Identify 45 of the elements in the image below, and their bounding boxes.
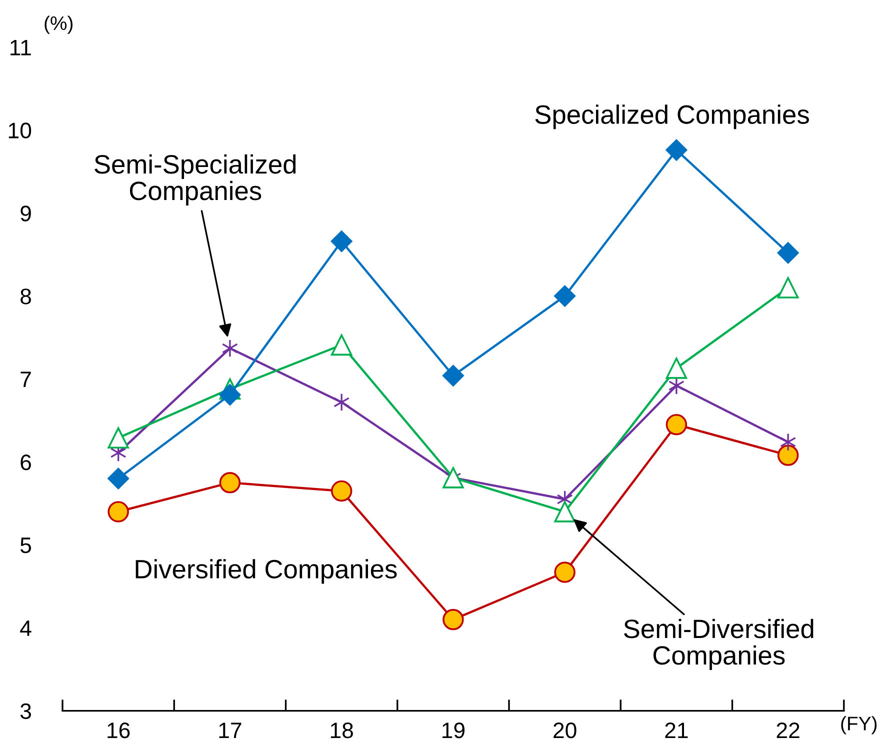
point — [442, 608, 464, 630]
x-tick-label: 16 — [108, 722, 130, 738]
y-tick-label: 8 — [20, 288, 31, 304]
x-tick-label: 20 — [554, 722, 576, 738]
point — [780, 432, 796, 452]
point — [330, 334, 352, 356]
point — [666, 358, 688, 379]
point — [108, 501, 129, 522]
point — [666, 139, 688, 161]
point — [666, 414, 688, 436]
point — [330, 230, 352, 252]
text: Semi-Diversified Companies — [624, 618, 814, 670]
point — [108, 468, 130, 490]
y-tick-label: 5 — [20, 538, 32, 554]
point — [777, 242, 799, 264]
x-axis-title: (FY) — [841, 716, 877, 734]
x-tick-label: 18 — [330, 722, 353, 738]
point — [442, 467, 464, 488]
point — [219, 384, 241, 406]
series-label: Specialized Companies — [535, 104, 809, 130]
y-tick-label: 9 — [20, 206, 31, 222]
point — [554, 562, 576, 583]
point — [442, 364, 464, 386]
x-tick-label: 21 — [665, 722, 688, 738]
series-label: Diversified Companies — [136, 559, 397, 584]
point — [777, 277, 799, 298]
point — [219, 472, 241, 494]
x-tick-label: 19 — [442, 722, 465, 738]
x-tick-label: 17 — [219, 722, 242, 738]
point — [334, 393, 350, 412]
point — [554, 501, 576, 522]
y-tick-label: 10 — [8, 122, 32, 138]
y-tick-label: 6 — [20, 454, 31, 470]
text: Semi-Specialized Companies — [94, 154, 296, 206]
point — [108, 427, 129, 449]
point — [222, 339, 238, 358]
y-tick-label: 4 — [20, 620, 32, 636]
y-axis-title: (%) — [44, 16, 73, 34]
y-tick-label: 7 — [20, 372, 31, 388]
y-tick-label: 11 — [10, 40, 31, 56]
point — [777, 444, 799, 466]
point — [330, 480, 352, 502]
point — [554, 285, 576, 307]
y-tick-label: 3 — [20, 703, 31, 720]
x-tick-label: 22 — [776, 722, 800, 738]
